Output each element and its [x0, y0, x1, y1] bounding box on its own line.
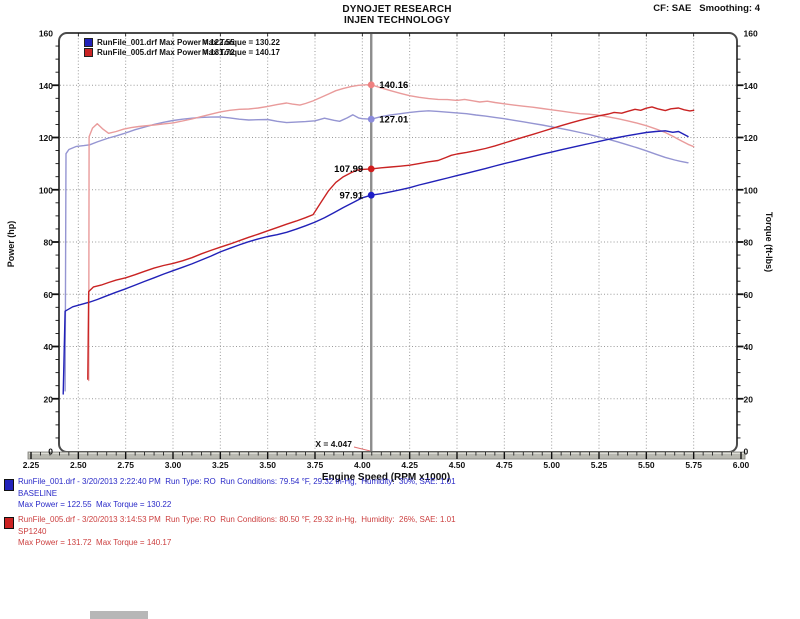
marker-value: 107.99	[334, 164, 363, 175]
run-baseline-max: Max Power = 122.55 Max Torque = 130.22	[18, 500, 172, 509]
svg-text:120: 120	[744, 133, 758, 143]
cursor-marker-140.16: 140.16	[367, 80, 408, 91]
svg-text:140: 140	[744, 81, 758, 91]
run-file-icon-baseline	[4, 479, 14, 491]
cursor-readout: X = 4.047	[315, 439, 352, 449]
svg-text:120: 120	[39, 133, 53, 143]
svg-text:5.50: 5.50	[638, 460, 655, 470]
series-sp1240-power	[87, 106, 695, 380]
svg-text:0: 0	[48, 447, 53, 457]
svg-text:2.50: 2.50	[70, 460, 87, 470]
svg-text:100: 100	[39, 185, 53, 195]
svg-text:4.00: 4.00	[354, 460, 371, 470]
correction-factor-readout: CF: SAE Smoothing: 4	[560, 3, 760, 14]
svg-text:80: 80	[44, 238, 54, 248]
y-axis-title-torque: Torque (ft-lbs)	[764, 212, 774, 272]
smoothing-label: Smoothing: 4	[699, 3, 760, 14]
marker-dot	[367, 81, 375, 89]
legend-sp1240-torque: Max Torque = 140.17	[202, 47, 280, 57]
svg-text:6.00: 6.00	[733, 460, 750, 470]
run-file-icon-sp1240	[4, 517, 14, 529]
svg-text:60: 60	[744, 290, 754, 300]
legend-row-baseline: RunFile_001.drf Max Power = 122.55 Max T…	[84, 37, 280, 47]
tick-labels: 2.25 2.50 2.75 3.00 3.25 3.50 3.75 4.00 4.25 4.50…	[23, 29, 758, 471]
series-sp1240-torque	[87, 84, 695, 382]
cursor-marker-127.01: 127.01	[367, 114, 409, 125]
svg-text:5.25: 5.25	[591, 460, 608, 470]
curve-baseline-power	[62, 130, 689, 395]
svg-text:5.75: 5.75	[685, 460, 702, 470]
x-axis-title: Engine Speed (RPM x1000)	[322, 472, 450, 482]
svg-text:2.25: 2.25	[23, 460, 40, 470]
legend-baseline-torque: Max Torque = 130.22	[202, 37, 280, 47]
legend-swatch-baseline	[84, 37, 93, 47]
gridlines	[60, 35, 736, 451]
svg-text:20: 20	[44, 394, 54, 404]
page-title-line2: INJEN TECHNOLOGY	[344, 15, 450, 26]
run-sp1240-max: Max Power = 131.72 Max Torque = 140.17	[18, 538, 172, 547]
legend-baseline-power: RunFile_001.drf Max Power = 122.55	[97, 37, 235, 47]
svg-text:0: 0	[744, 447, 749, 457]
svg-text:80: 80	[744, 238, 754, 248]
scrollbar-remnant	[90, 611, 148, 619]
run-baseline-conditions: RunFile_001.drf - 3/20/2013 2:22:40 PM R…	[18, 477, 456, 486]
svg-text:5.00: 5.00	[543, 460, 560, 470]
cursor-pointer-line	[353, 446, 371, 452]
run-info-sp1240: RunFile_005.drf - 3/20/2013 3:14:53 PM R…	[18, 514, 456, 549]
svg-text:4.75: 4.75	[496, 460, 513, 470]
svg-text:40: 40	[744, 342, 754, 352]
svg-text:3.75: 3.75	[307, 460, 324, 470]
page-title-line1: DYNOJET RESEARCH	[342, 4, 452, 15]
svg-text:3.00: 3.00	[165, 460, 182, 470]
legend: RunFile_001.drf Max Power = 122.55 Max T…	[84, 37, 280, 57]
svg-text:140: 140	[39, 81, 53, 91]
y-axis-title-power: Power (hp)	[6, 221, 16, 268]
legend-swatch-sp1240	[84, 47, 93, 57]
svg-text:60: 60	[44, 290, 54, 300]
cf-label: CF: SAE	[653, 3, 692, 14]
legend-sp1240-power: RunFile_005.drf Max Power = 131.72	[97, 47, 235, 57]
series-baseline-power	[62, 130, 689, 395]
marker-value: 97.91	[339, 191, 363, 202]
svg-text:2.75: 2.75	[117, 460, 134, 470]
svg-text:160: 160	[744, 29, 758, 39]
curve-baseline-torque	[64, 110, 689, 392]
cursor-marker-107.99: 107.99	[334, 164, 375, 175]
curve-sp1240-torque	[87, 84, 695, 382]
cursor-marker-97.91: 97.91	[339, 191, 375, 202]
svg-text:4.50: 4.50	[449, 460, 466, 470]
curve-sp1240-power	[87, 106, 695, 380]
run-sp1240-name: SP1240	[18, 526, 47, 536]
dyno-graph: Power (hp) Torque (ft-lbs) Engine Speed …	[6, 29, 774, 483]
ticks	[30, 33, 744, 459]
marker-value: 127.01	[379, 114, 409, 125]
svg-text:20: 20	[744, 394, 754, 404]
run-baseline-name: BASELINE	[18, 488, 58, 498]
svg-text:100: 100	[744, 185, 758, 195]
marker-dot	[367, 115, 375, 123]
svg-text:3.50: 3.50	[259, 460, 276, 470]
legend-row-sp1240: RunFile_005.drf Max Power = 131.72 Max T…	[84, 47, 280, 57]
marker-value: 140.16	[379, 80, 408, 91]
marker-dot	[367, 165, 375, 173]
marker-dot	[367, 191, 375, 199]
chart-root: 2.25 2.50 2.75 3.00 3.25 3.50 3.75 4.00 4.25 4.50…	[23, 29, 758, 471]
svg-text:40: 40	[44, 342, 54, 352]
svg-text:160: 160	[39, 29, 53, 39]
series-baseline-torque	[64, 110, 689, 392]
svg-text:3.25: 3.25	[212, 460, 229, 470]
run-info-baseline: RunFile_001.drf - 3/20/2013 2:22:40 PM R…	[18, 476, 456, 511]
plot-frame	[58, 32, 738, 453]
x-axis-bar	[27, 451, 746, 460]
svg-text:4.25: 4.25	[401, 460, 418, 470]
run-sp1240-conditions: RunFile_005.drf - 3/20/2013 3:14:53 PM R…	[18, 515, 456, 524]
